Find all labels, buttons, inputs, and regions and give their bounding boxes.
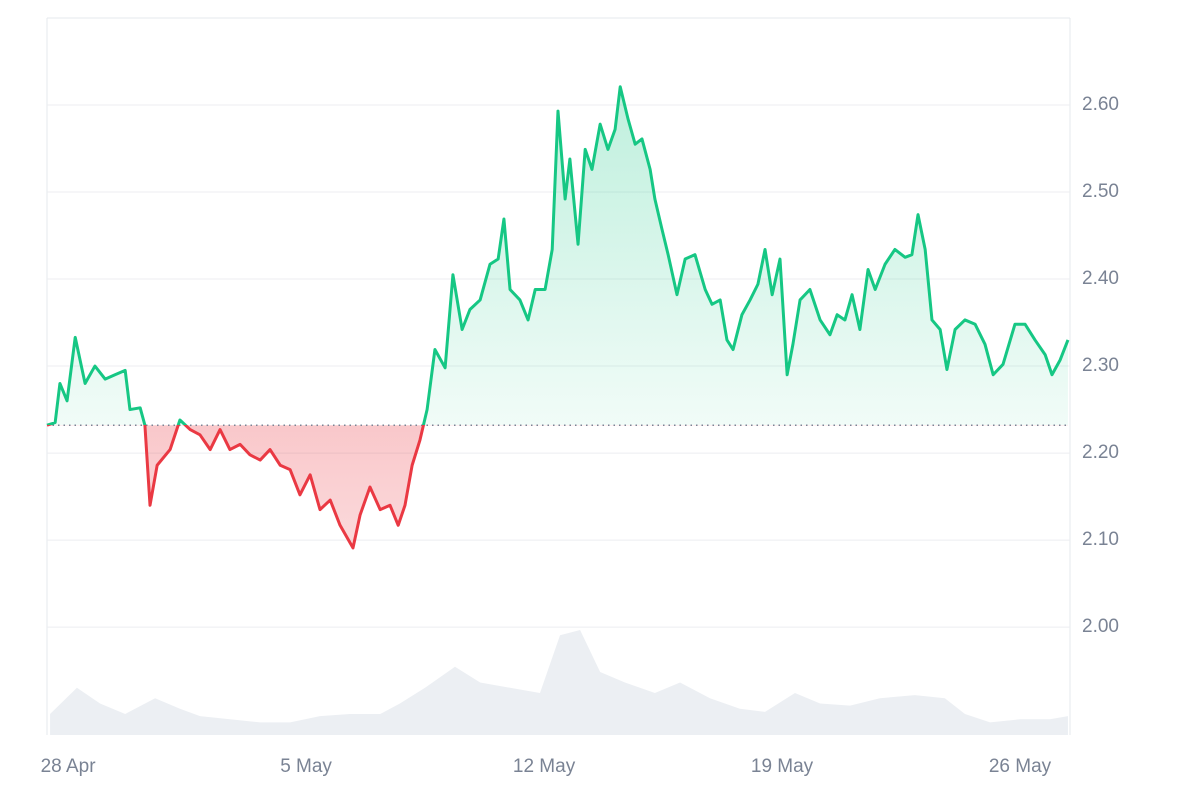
y-tick-label: 2.00: [1082, 616, 1119, 637]
y-tick-label: 2.10: [1082, 529, 1119, 550]
volume-area: [50, 630, 1068, 735]
y-tick-label: 2.20: [1082, 442, 1119, 463]
y-tick-label: 2.50: [1082, 181, 1119, 202]
x-tick-label: 19 May: [751, 756, 814, 777]
x-tick-label: 12 May: [513, 756, 576, 777]
price-area: [47, 86, 1068, 548]
y-tick-label: 2.60: [1082, 94, 1119, 115]
x-tick-label: 26 May: [989, 756, 1052, 777]
y-tick-label: 2.40: [1082, 268, 1119, 289]
x-tick-label: 5 May: [280, 756, 332, 777]
y-tick-label: 2.30: [1082, 355, 1119, 376]
price-line: [46, 85, 1070, 550]
x-tick-label: 28 Apr: [41, 756, 97, 777]
